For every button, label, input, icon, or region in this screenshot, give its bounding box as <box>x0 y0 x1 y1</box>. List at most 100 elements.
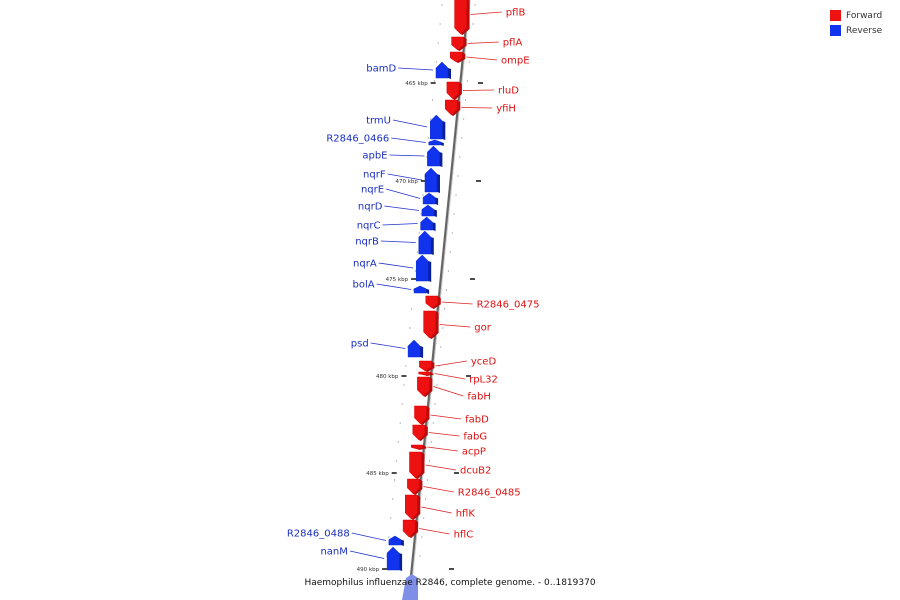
gene-leader-line <box>461 107 493 109</box>
gene-leader-line <box>398 67 434 71</box>
gene-arrow <box>450 51 463 63</box>
gene-shadow <box>439 152 443 167</box>
gene-shadow <box>435 197 439 205</box>
gene-R2846_0485[interactable]: R2846_0485 <box>407 478 521 499</box>
gene-gor[interactable]: gor <box>423 310 492 339</box>
gene-nqrA[interactable]: nqrA <box>353 254 432 282</box>
gene-label: trmU <box>366 116 391 127</box>
gene-arrow <box>454 0 467 35</box>
gene-shadow <box>420 406 430 425</box>
gene-R2846_0466[interactable]: R2846_0466 <box>326 134 444 147</box>
gene-arrow <box>420 216 433 231</box>
gene-label: yceD <box>471 357 497 368</box>
gene-nqrB[interactable]: nqrB <box>355 230 434 255</box>
gene-leader-line <box>427 446 458 452</box>
gene-leader-line <box>467 41 499 44</box>
genome-caption: Haemophilus influenzae R2846, complete g… <box>304 578 596 588</box>
gene-leader-line <box>470 11 502 15</box>
gene-rluD[interactable]: rluD <box>446 81 519 100</box>
gene-shadow <box>429 311 439 339</box>
gene-leader-line <box>392 119 428 128</box>
legend-forward: Forward <box>830 8 890 23</box>
gene-label: rpL32 <box>469 375 498 386</box>
gene-label: ompE <box>501 56 530 67</box>
forward-swatch <box>830 10 841 21</box>
gene-label: nqrB <box>355 237 379 248</box>
gene-arrow <box>421 204 435 217</box>
gene-leader-line <box>391 137 426 143</box>
gene-leader-line <box>423 486 454 493</box>
gene-label: nqrF <box>363 170 386 181</box>
gene-rpL32[interactable]: rpL32 <box>418 371 498 386</box>
gene-shadow <box>417 445 427 450</box>
gene-shadow <box>432 222 436 231</box>
gene-acpP[interactable]: acpP <box>411 444 486 458</box>
gene-label: nqrC <box>357 221 381 232</box>
gene-hflK[interactable]: hflK <box>405 494 476 520</box>
gene-leader-line <box>430 414 462 420</box>
gene-shadow <box>426 288 430 294</box>
gene-arrow <box>427 145 440 167</box>
gene-label: hflK <box>456 509 476 520</box>
gene-arrow <box>418 230 432 255</box>
gene-yceD[interactable]: yceD <box>419 357 496 373</box>
gene-shadow <box>413 479 423 495</box>
gene-fabG[interactable]: fabG <box>412 424 487 443</box>
gene-shadow <box>420 346 424 358</box>
gene-shadow <box>440 142 444 146</box>
gene-R2846_0475[interactable]: R2846_0475 <box>425 295 540 311</box>
gene-arrow <box>418 371 431 376</box>
gene-arrow <box>414 405 427 425</box>
gene-leader-line <box>466 56 498 61</box>
gene-leader-line <box>434 373 466 380</box>
gene-hflC[interactable]: hflC <box>402 519 474 541</box>
legend-reverse: Reverse <box>830 23 890 38</box>
gene-leader-line <box>441 301 473 305</box>
gene-label: rluD <box>498 86 519 97</box>
gene-nqrE[interactable]: nqrE <box>361 185 439 206</box>
gene-nqrF[interactable]: nqrF <box>363 167 440 193</box>
legend-forward-label: Forward <box>846 10 883 21</box>
gene-shadow <box>424 372 434 376</box>
legend-reverse-label: Reverse <box>846 25 883 36</box>
gene-yfiH[interactable]: yfiH <box>445 99 516 116</box>
gene-ompE[interactable]: ompE <box>450 51 530 67</box>
gene-shadow <box>400 539 404 546</box>
gene-arrow <box>417 376 430 397</box>
gene-bolA[interactable]: bolA <box>353 280 430 295</box>
gene-pflA[interactable]: pflA <box>451 36 523 51</box>
gene-arrow <box>451 36 464 51</box>
gene-leader-line <box>385 188 421 199</box>
gene-leader-line <box>351 532 387 541</box>
gene-nqrC[interactable]: nqrC <box>357 216 436 232</box>
gene-shadow <box>423 377 433 397</box>
gene-nqrD[interactable]: nqrD <box>358 202 437 218</box>
gene-shadow <box>431 296 441 309</box>
gene-label: bolA <box>353 280 375 291</box>
gene-pflB[interactable]: pflB <box>454 0 526 35</box>
gene-label: R2846_0485 <box>458 488 521 499</box>
gene-leader-line <box>387 173 423 181</box>
gene-arrow <box>407 339 421 358</box>
gene-apbE[interactable]: apbE <box>362 145 443 167</box>
scale-label: 490 kbp <box>357 567 380 573</box>
gene-leader-line <box>439 324 471 328</box>
gene-bamD[interactable]: bamD <box>366 61 451 79</box>
gene-fabH[interactable]: fabH <box>417 376 491 403</box>
gene-R2846_0488[interactable]: R2846_0488 <box>287 529 404 547</box>
gene-shadow <box>451 100 461 116</box>
gene-leader-line <box>433 386 464 397</box>
gene-trmU[interactable]: trmU <box>366 114 446 140</box>
gene-fabD[interactable]: fabD <box>414 405 490 426</box>
gene-partial-bottom <box>402 574 418 600</box>
gene-shadow <box>448 68 451 79</box>
gene-leader-line <box>425 464 457 471</box>
gene-nanM[interactable]: nanM <box>320 547 403 572</box>
gene-psd[interactable]: psd <box>351 339 424 359</box>
gene-shadow <box>437 174 440 193</box>
gene-label: hflC <box>454 530 474 541</box>
gene-arrow <box>435 61 449 79</box>
gene-arrow <box>446 81 460 100</box>
scale-labels: 465 kbp 470 kbp 475 kbp 480 kbp 485 kbp 490 k… <box>357 81 483 573</box>
gene-dcuB2[interactable]: dcuB2 <box>409 451 492 479</box>
